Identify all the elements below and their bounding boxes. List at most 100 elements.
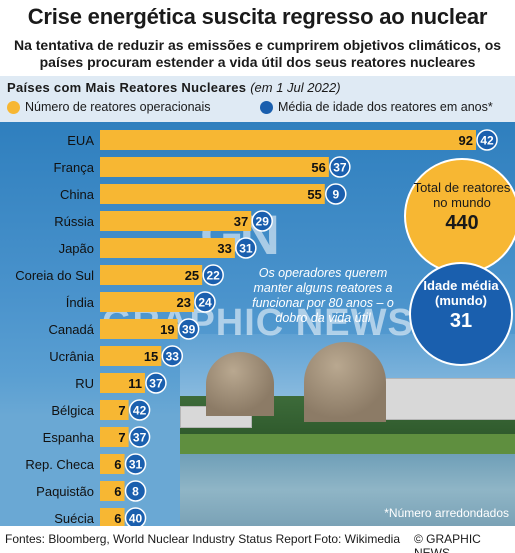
reactor-bar [100,130,476,150]
reactor-value-label: 33 [217,241,231,256]
legend-reactors: Número de reatores operacionais [7,100,211,114]
category-label: Índia [66,295,95,310]
legend-blue-dot-icon [260,100,273,114]
footnote: *Número arredondados [384,506,509,520]
category-label: Coreia do Sul [15,268,94,283]
reactor-value-label: 55 [307,187,321,202]
age-value-label: 29 [256,215,270,229]
reactor-bar [100,265,203,285]
reactor-bar [100,292,194,312]
legend-age-label: Média de idade dos reatores em anos* [278,100,493,114]
reactor-bar [100,238,235,258]
average-age-circle: Idade média (mundo) 31 [409,262,513,366]
photo-grass [180,434,515,456]
age-marker [329,156,351,178]
age-value-label: 40 [129,512,143,526]
reactor-value-label: 37 [234,214,248,229]
age-marker [128,399,151,421]
reactor-bar [100,346,162,366]
page-subtitle: Na tentativa de reduzir as emissões e cu… [13,37,502,70]
reactor-bar [100,427,129,447]
plant-building [378,378,515,420]
age-value-label: 37 [333,161,347,175]
category-label: Espanha [43,430,95,445]
reactor-dome-right [304,342,386,422]
chart-panel: GN GRAPHIC NEWS Países com Mais Reatores… [0,76,515,526]
category-label: Rep. Checa [25,457,94,472]
category-label: RU [75,376,94,391]
footer-copyright: © GRAPHIC NEWS [414,532,481,553]
reactor-bar [100,319,178,339]
age-value-label: 39 [182,323,196,337]
age-value-label: 22 [206,269,220,283]
legend-reactors-label: Número de reatores operacionais [25,100,211,114]
age-marker [177,318,200,340]
age-marker [161,345,184,367]
section-date: (em 1 Jul 2022) [250,80,341,95]
age-value-label: 8 [132,485,139,499]
reactor-bar [100,400,129,420]
reactor-value-label: 7 [118,430,125,445]
legend-yellow-dot-icon [7,100,20,114]
age-marker [124,507,147,526]
age-marker [235,237,257,259]
legend-age: Média de idade dos reatores em anos* [260,100,493,114]
category-label: Rússia [54,214,95,229]
age-value-label: 31 [239,242,253,256]
age-value-label: 9 [332,188,339,202]
reactor-value-label: 6 [114,457,121,472]
total-reactors-value: 440 [445,212,479,234]
age-value-label: 42 [480,134,494,148]
reactor-bar [100,373,145,393]
category-label: Ucrânia [49,349,95,364]
footer-photo-credit: Foto: Wikimedia [314,532,401,546]
age-value-label: 24 [198,296,212,310]
age-marker [251,210,273,232]
age-marker [202,264,224,286]
age-marker [194,291,216,313]
reactor-value-label: 56 [311,160,325,175]
reactor-value-label: 7 [118,403,125,418]
category-label: Paquistão [36,484,94,499]
age-marker [124,480,147,502]
total-reactors-label: Total de reatores no mundo [413,180,511,210]
reactor-value-label: 11 [128,376,142,391]
nuclear-plant-photo [180,334,515,526]
category-label: Japão [59,241,94,256]
reactor-bar [100,508,125,526]
note-text: Os operadores querem manter alguns reato… [252,266,394,325]
reactor-bar [100,184,325,204]
photo-water [180,454,515,526]
category-label: Bélgica [51,403,94,418]
reactor-value-label: 6 [114,511,121,526]
reactor-value-label: 92 [459,133,473,148]
category-label: França [54,160,95,175]
age-value-label: 42 [133,404,147,418]
reactor-value-label: 23 [177,295,191,310]
bar-chart: EUA 92 42 França 56 37 China 55 9 Rússia 37 29 Japão… [15,129,498,526]
reactor-bar [100,211,252,231]
reactor-dome-left [206,352,274,416]
average-age-value: 31 [449,310,473,332]
age-marker [325,183,347,205]
age-marker [128,426,151,448]
category-label: Canadá [48,322,94,337]
reactor-value-label: 6 [114,484,121,499]
age-marker [124,453,147,475]
age-value-label: 37 [133,431,147,445]
reactor-bar [100,157,329,177]
total-reactors-circle: Total de reatores no mundo 440 [404,158,515,274]
footer-sources: Fontes: Bloomberg, World Nuclear Industr… [5,532,312,546]
page-title: Crise energética suscita regresso ao nuc… [27,4,488,29]
age-marker [145,372,167,394]
category-label: EUA [67,133,94,148]
category-label: China [60,187,95,202]
reactor-bar [100,454,125,474]
reactor-bar [100,481,125,501]
age-value-label: 31 [129,458,143,472]
average-age-label: Idade média (mundo) [423,278,499,308]
reactor-value-label: 15 [144,349,158,364]
reactor-value-label: 19 [160,322,174,337]
age-value-label: 33 [166,350,180,364]
